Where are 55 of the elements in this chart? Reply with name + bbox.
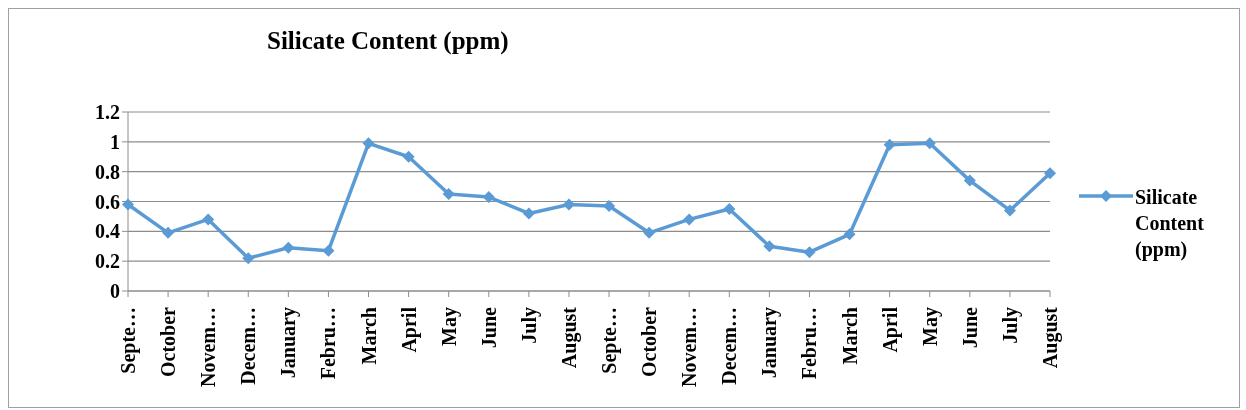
y-tick-label: 1.2 <box>95 101 120 124</box>
x-tick-label: January <box>277 307 301 379</box>
point <box>643 226 656 239</box>
x-tick-label: April <box>397 306 421 353</box>
point <box>803 246 816 259</box>
x-tick-label: June <box>958 306 981 349</box>
legend-label: Silicate Content (ppm) <box>1135 185 1205 262</box>
point <box>963 174 976 187</box>
y-tick-label: 0.8 <box>95 160 120 183</box>
x-tick-label: March <box>838 307 861 365</box>
x-tick-label: March <box>357 307 380 365</box>
point <box>723 202 736 215</box>
x-tick-label: October <box>638 306 661 377</box>
point <box>1003 204 1016 217</box>
x-tick-label: October <box>157 306 180 377</box>
x-tick-label: January <box>758 307 782 379</box>
chart-title: Silicate Content (ppm) <box>267 27 509 55</box>
x-tick-label: Decem… <box>237 307 260 385</box>
x-tick-label: Novem… <box>678 307 701 387</box>
point <box>322 244 335 257</box>
x-tick-label: July <box>517 307 541 344</box>
x-tick-label: July <box>998 307 1022 344</box>
x-tick-label: Decem… <box>718 307 741 385</box>
point <box>402 150 415 163</box>
x-tick-label: April <box>878 306 902 353</box>
point <box>122 198 134 211</box>
y-tick-label: 0.4 <box>95 220 120 243</box>
x-tick-label: Septe… <box>598 307 622 374</box>
y-tick-label: 0.2 <box>95 250 120 273</box>
point <box>562 198 575 211</box>
x-tick-label: August <box>1039 306 1062 369</box>
point <box>843 228 856 241</box>
y-tick-label: 1 <box>110 130 120 153</box>
point <box>522 207 535 220</box>
x-tick-label: May <box>437 307 461 346</box>
x-tick-label: Septe… <box>117 307 140 374</box>
y-tick-label: 0.6 <box>95 190 120 213</box>
point <box>442 188 455 201</box>
x-tick-label: Febru… <box>798 307 821 380</box>
point <box>362 137 375 150</box>
x-tick-label: May <box>918 307 942 346</box>
x-tick-label: June <box>477 306 500 349</box>
point <box>683 213 696 226</box>
point <box>603 199 616 212</box>
y-tick-label: 0 <box>110 280 120 303</box>
point <box>202 213 215 226</box>
point <box>763 240 776 253</box>
x-tick-label: August <box>557 306 581 369</box>
point <box>1044 167 1056 180</box>
point <box>162 226 175 239</box>
x-tick-label: Febru… <box>317 307 340 380</box>
point <box>242 252 255 265</box>
x-tick-label: Novem… <box>197 307 220 387</box>
point <box>282 241 295 254</box>
point <box>883 138 896 151</box>
